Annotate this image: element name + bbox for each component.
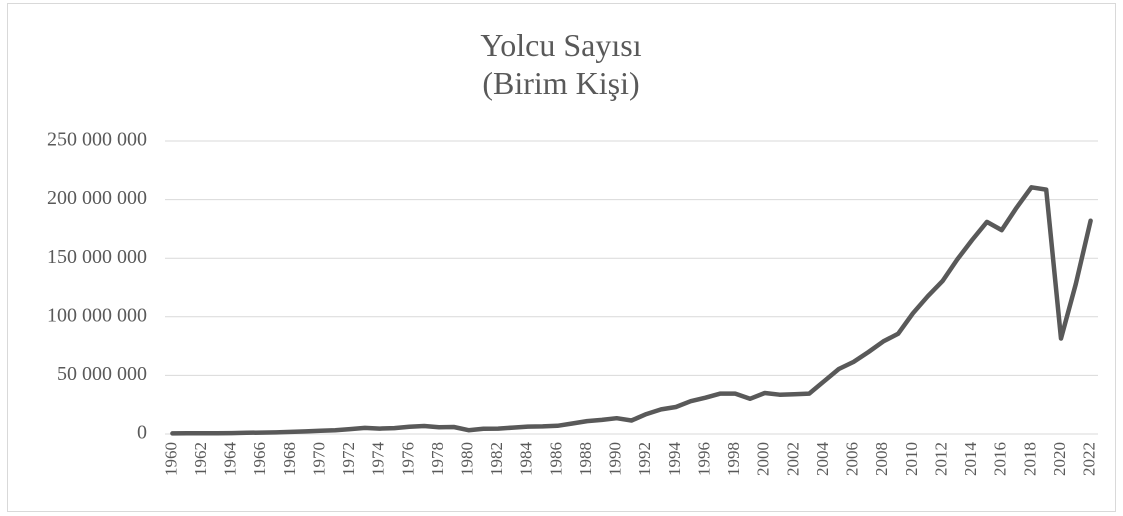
chart-subtitle: (Birim Kişi) bbox=[482, 65, 639, 101]
x-tick-label: 1994 bbox=[665, 442, 684, 477]
x-tick-label: 1968 bbox=[280, 442, 299, 476]
x-tick-label: 1990 bbox=[606, 442, 625, 476]
y-tick-label: 0 bbox=[137, 422, 147, 444]
y-tick-label: 150 000 000 bbox=[47, 246, 147, 268]
x-tick-label: 1970 bbox=[309, 442, 328, 476]
x-tick-label: 1978 bbox=[428, 442, 447, 476]
x-tick-label: 2008 bbox=[872, 442, 891, 476]
y-tick-label: 250 000 000 bbox=[47, 129, 147, 151]
x-tick-label: 2018 bbox=[1020, 442, 1039, 476]
x-tick-label: 1964 bbox=[221, 442, 240, 477]
line-series bbox=[170, 185, 1093, 436]
x-tick-label: 2002 bbox=[783, 442, 802, 476]
y-tick-label: 200 000 000 bbox=[47, 187, 147, 209]
x-tick-label: 2014 bbox=[961, 442, 980, 477]
x-tick-label: 1976 bbox=[398, 442, 417, 476]
x-tick-label: 1980 bbox=[458, 442, 477, 476]
x-tick-label: 1992 bbox=[635, 442, 654, 476]
x-tick-label: 2020 bbox=[1050, 442, 1069, 476]
x-tick-label: 1998 bbox=[724, 442, 743, 476]
y-tick-label: 100 000 000 bbox=[47, 304, 147, 326]
x-tick-label: 1962 bbox=[191, 442, 210, 476]
x-tick-label: 1984 bbox=[517, 442, 536, 477]
x-tick-label: 1996 bbox=[694, 442, 713, 476]
x-tick-label: 2012 bbox=[931, 442, 950, 476]
x-tick-label: 2022 bbox=[1080, 442, 1099, 476]
x-tick-label: 1972 bbox=[339, 442, 358, 476]
x-tick-label: 2000 bbox=[754, 442, 773, 476]
chart-title: Yolcu Sayısı bbox=[480, 27, 641, 63]
x-tick-label: 1986 bbox=[546, 442, 565, 476]
x-tick-label: 1960 bbox=[161, 442, 180, 476]
x-tick-label: 1974 bbox=[369, 442, 388, 477]
x-tick-label: 1982 bbox=[487, 442, 506, 476]
x-tick-label: 1966 bbox=[250, 442, 269, 476]
x-tick-label: 2010 bbox=[902, 442, 921, 476]
x-tick-label: 2006 bbox=[843, 442, 862, 476]
x-tick-label: 2004 bbox=[813, 442, 832, 477]
y-tick-label: 50 000 000 bbox=[57, 363, 147, 385]
x-tick-label: 2016 bbox=[991, 442, 1010, 476]
x-tick-label: 1988 bbox=[576, 442, 595, 476]
